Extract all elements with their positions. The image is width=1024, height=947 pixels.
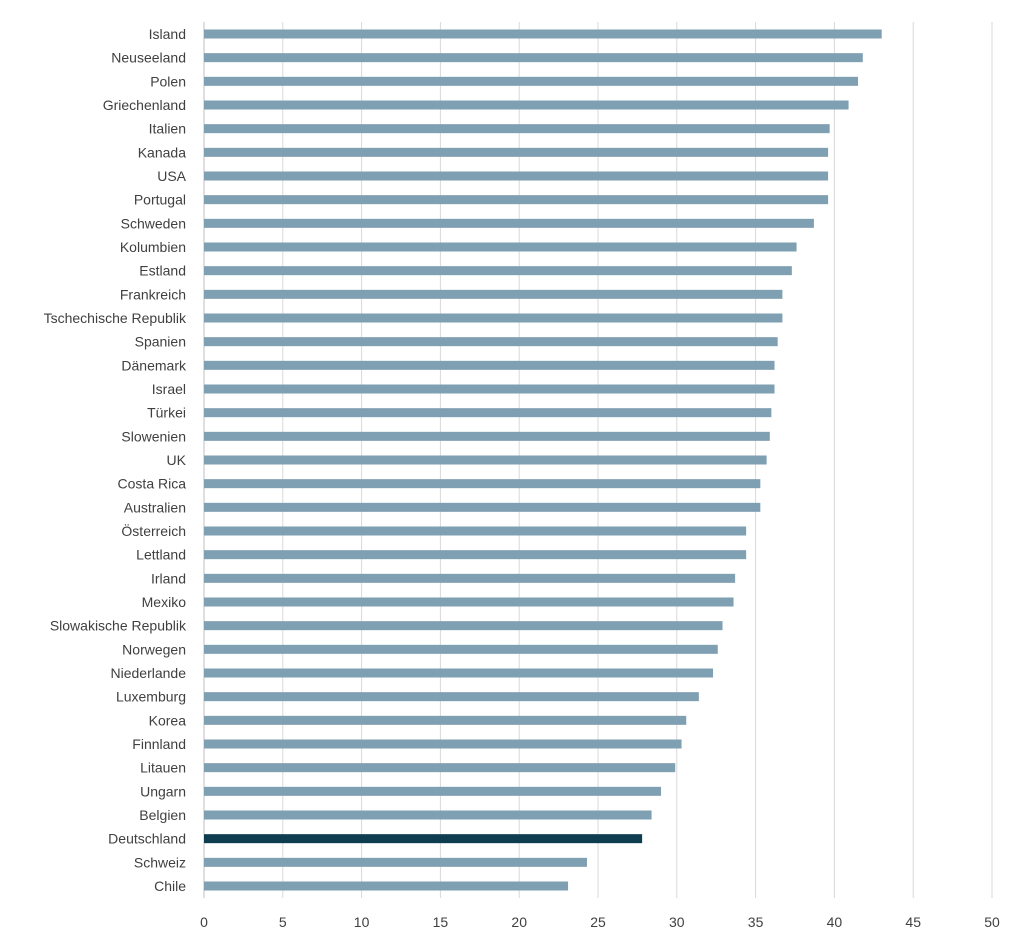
- category-label: Korea: [149, 712, 187, 728]
- category-label: Chile: [154, 878, 186, 894]
- x-tick-label: 10: [354, 914, 370, 930]
- bar: [204, 715, 687, 725]
- bar: [204, 550, 747, 560]
- category-label: Portugal: [134, 192, 186, 208]
- bars: [204, 29, 882, 891]
- category-label: Estland: [139, 263, 186, 279]
- category-label: Ungarn: [140, 783, 186, 799]
- category-label: USA: [157, 168, 186, 184]
- bar: [204, 597, 734, 607]
- bar: [204, 171, 829, 181]
- category-label: Dänemark: [121, 357, 187, 373]
- x-tick-label: 20: [511, 914, 527, 930]
- x-tick-label: 25: [590, 914, 606, 930]
- bar: [204, 692, 699, 702]
- category-label: Niederlande: [111, 665, 187, 681]
- bar: [204, 218, 814, 228]
- category-label: Neuseeland: [111, 50, 186, 66]
- x-axis-tick-labels: 0 5 10 15 20 25 30 35 40 45 50: [200, 914, 1000, 930]
- category-label: Litauen: [140, 760, 186, 776]
- x-tick-label: 15: [433, 914, 449, 930]
- bar: [204, 289, 783, 299]
- category-label: UK: [167, 452, 187, 468]
- category-label: Luxemburg: [116, 689, 186, 705]
- category-label: Norwegen: [122, 641, 186, 657]
- x-tick-label: 45: [905, 914, 921, 930]
- bar: [204, 266, 792, 276]
- bar: [204, 668, 714, 678]
- category-label: Slowakische Republik: [50, 618, 187, 634]
- category-label: Griechenland: [103, 97, 186, 113]
- bar: [204, 337, 778, 347]
- category-label: Deutschland: [108, 831, 186, 847]
- bar: [204, 857, 587, 867]
- category-label: Lettland: [136, 547, 186, 563]
- bar: [204, 242, 797, 252]
- x-tick-label: 35: [748, 914, 764, 930]
- category-label: Finnland: [132, 736, 186, 752]
- x-tick-label: 50: [984, 914, 1000, 930]
- bar: [204, 29, 882, 39]
- x-tick-label: 5: [279, 914, 287, 930]
- bar: [204, 479, 761, 489]
- bar: [204, 147, 829, 157]
- category-label: Australien: [124, 499, 186, 515]
- category-label: Schweden: [121, 215, 186, 231]
- bar: [204, 573, 736, 583]
- x-tick-label: 40: [827, 914, 843, 930]
- bar: [204, 100, 849, 110]
- bar: [204, 502, 761, 512]
- category-label: Österreich: [121, 522, 186, 539]
- category-label: Schweiz: [134, 854, 186, 870]
- category-label: Slowenien: [121, 428, 186, 444]
- category-label: Island: [149, 26, 186, 42]
- x-tick-label: 30: [669, 914, 685, 930]
- category-label: Kolumbien: [120, 239, 186, 255]
- bar: [204, 76, 859, 86]
- category-label: Mexiko: [142, 594, 187, 610]
- category-label: Spanien: [135, 334, 186, 350]
- category-label: Costa Rica: [118, 476, 187, 492]
- bar: [204, 195, 829, 205]
- bar: [204, 455, 767, 465]
- bar: [204, 786, 662, 796]
- bar: [204, 313, 783, 323]
- bar: [204, 408, 772, 418]
- category-label: Türkei: [147, 405, 186, 421]
- bar: [204, 834, 643, 844]
- category-label: Belgien: [139, 807, 186, 823]
- bar: [204, 763, 676, 773]
- bar: [204, 739, 682, 749]
- bar: [204, 526, 747, 536]
- bar: [204, 53, 863, 63]
- bar: [204, 124, 830, 134]
- category-label: Tschechische Republik: [44, 310, 187, 326]
- category-label: Frankreich: [120, 286, 186, 302]
- x-tick-label: 0: [200, 914, 208, 930]
- category-label: Italien: [149, 121, 186, 137]
- category-label: Irland: [151, 570, 186, 586]
- bar: [204, 644, 718, 654]
- bar: [204, 881, 569, 891]
- bar: [204, 621, 723, 631]
- bar: [204, 384, 775, 394]
- category-labels: Island Neuseeland Polen Griechenland Italien…: [44, 26, 187, 894]
- bar: [204, 431, 770, 441]
- bar: [204, 810, 652, 820]
- category-label: Polen: [150, 73, 186, 89]
- category-label: Israel: [152, 381, 186, 397]
- bar: [204, 360, 775, 370]
- category-label: Kanada: [138, 144, 186, 160]
